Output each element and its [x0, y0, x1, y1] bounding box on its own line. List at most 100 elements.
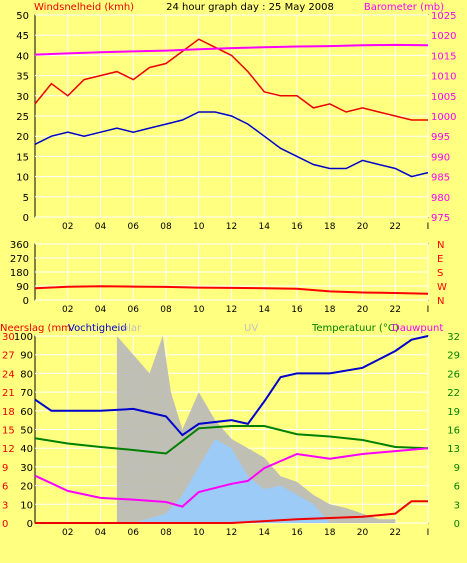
wind-ytick-label: 0	[23, 213, 29, 224]
wind-ytick-label: 45	[16, 31, 29, 42]
panel-direction-xtick-label: 16	[291, 305, 303, 315]
baro-ytick-label: 1005	[431, 92, 456, 103]
rain-ytick-label: 12	[2, 444, 15, 455]
panel-direction-xtick-label: 22	[390, 305, 401, 315]
baro-ytick-label: 1020	[431, 31, 456, 42]
humidity-ytick-label: 20	[20, 482, 33, 493]
temp-ytick-label: 22	[447, 388, 460, 399]
wind-axis-label: Windsnelheid (kmh)	[34, 2, 134, 13]
panel-climate-xtick-label: 18	[324, 528, 336, 538]
humidity-ytick-label: 50	[20, 426, 33, 437]
panel-wind-xtick-label: 18	[324, 222, 336, 232]
legend-rain-label: Neerslag (mm	[0, 323, 71, 334]
chart-title: 24 hour graph day : 25 May 2008	[166, 2, 334, 13]
panel-direction-xtick-label: 02	[62, 305, 73, 315]
panel-direction-xtick-label: 06	[128, 305, 140, 315]
compass-ytick-label: N	[437, 240, 444, 251]
humidity-ytick-label: 70	[20, 388, 33, 399]
humidity-ytick-label: 60	[20, 407, 33, 418]
compass-ytick-label: S	[437, 268, 443, 279]
panel-direction-xtick-label: 04	[95, 305, 107, 315]
rain-ytick-label: 27	[2, 351, 15, 362]
wind-ytick-label: 20	[16, 132, 29, 143]
panel-climate-xtick-label: 20	[357, 528, 369, 538]
wind-ytick-label: 40	[16, 51, 29, 62]
compass-ytick-label: E	[437, 254, 443, 265]
temp-ytick-label: 13	[447, 444, 460, 455]
rain-ytick-label: 3	[2, 500, 8, 511]
panel-direction-xtick-label: 08	[160, 305, 172, 315]
panel-climate-xtick-label: 06	[128, 528, 140, 538]
panel-direction-xtick-label: I	[427, 305, 430, 315]
direction-ytick-label: 90	[16, 282, 29, 293]
panel-wind-xtick-label: 20	[357, 222, 369, 232]
humidity-ytick-label: 90	[20, 351, 33, 362]
panel-climate-xtick-label: 02	[62, 528, 73, 538]
panel-climate-xtick-label: 12	[226, 528, 237, 538]
series-uv-area	[133, 438, 330, 523]
compass-ytick-label: N	[437, 296, 444, 307]
humidity-ytick-label: 30	[20, 463, 33, 474]
panel-wind-xtick-label: 10	[193, 222, 205, 232]
series-humidity-line	[34, 335, 429, 437]
rain-ytick-label: 6	[2, 482, 8, 493]
series-barometer-line	[34, 43, 429, 56]
compass-ytick-label: W	[437, 282, 447, 293]
temp-ytick-label: 26	[447, 369, 460, 380]
baro-ytick-label: 995	[431, 132, 450, 143]
baro-ytick-label: 1015	[431, 51, 456, 62]
baro-ytick-label: 990	[431, 152, 450, 163]
panel-direction-xtick-label: 12	[226, 305, 237, 315]
series-solar-area	[116, 336, 396, 523]
humidity-ytick-label: 80	[20, 369, 33, 380]
baro-axis-label: Barometer (mb)	[364, 2, 444, 13]
baro-ytick-label: 1025	[431, 11, 456, 22]
panel-climate-xtick-label: 14	[259, 528, 271, 538]
rain-ytick-label: 9	[2, 463, 8, 474]
panel-wind-xtick-label: 14	[259, 222, 271, 232]
series-gust-line	[34, 38, 428, 121]
panel-wind-xtick-label: 06	[128, 222, 140, 232]
temp-ytick-label: 16	[447, 426, 460, 437]
panel-direction-xtick-label: 14	[259, 305, 271, 315]
wind-ytick-label: 5	[23, 193, 29, 204]
wind-ytick-label: 50	[16, 11, 29, 22]
panel-climate-xtick-label: 04	[95, 528, 107, 538]
panel-climate-xtick-label: I	[427, 528, 430, 538]
rain-ytick-label: 24	[2, 369, 15, 380]
baro-ytick-label: 1000	[431, 112, 456, 123]
direction-ytick-label: 0	[23, 296, 29, 307]
panel-wind-xtick-label: 12	[226, 222, 237, 232]
legend-solar-label: olar	[122, 323, 142, 334]
wind-ytick-label: 10	[16, 173, 29, 184]
panel-direction-xtick-label: 10	[193, 305, 205, 315]
rain-ytick-label: 0	[2, 519, 8, 530]
panel-wind-xtick-label: 16	[291, 222, 303, 232]
rain-ytick-label: 18	[2, 407, 15, 418]
panel-climate-xtick-label: 08	[160, 528, 172, 538]
series-dewpoint-line	[34, 425, 429, 455]
series-rain-line	[35, 500, 428, 524]
panel-wind-xtick-label: 08	[160, 222, 172, 232]
direction-ytick-label: 360	[10, 240, 29, 251]
humidity-ytick-label: 100	[14, 332, 33, 343]
series-average-line	[34, 111, 429, 178]
humidity-ytick-label: 10	[20, 500, 33, 511]
legend-temperature-label: Temperatuur (°C)	[311, 323, 399, 334]
legend-dewpoint-label: Dauwpunt	[392, 323, 443, 334]
baro-ytick-label: 985	[431, 173, 450, 184]
wind-ytick-label: 30	[16, 92, 29, 103]
direction-ytick-label: 180	[10, 268, 29, 279]
panel-climate-xtick-label: 22	[390, 528, 401, 538]
series-direction-line	[34, 285, 429, 295]
panel-climate-xtick-label: 16	[291, 528, 303, 538]
panel-wind-xtick-label: 22	[390, 222, 401, 232]
temp-ytick-label: 0	[454, 519, 460, 530]
temp-ytick-label: 29	[447, 351, 460, 362]
temp-ytick-label: 19	[447, 407, 460, 418]
baro-ytick-label: 980	[431, 193, 450, 204]
wind-ytick-label: 25	[16, 112, 29, 123]
panel-direction-xtick-label: 18	[324, 305, 336, 315]
direction-ytick-label: 270	[10, 254, 29, 265]
